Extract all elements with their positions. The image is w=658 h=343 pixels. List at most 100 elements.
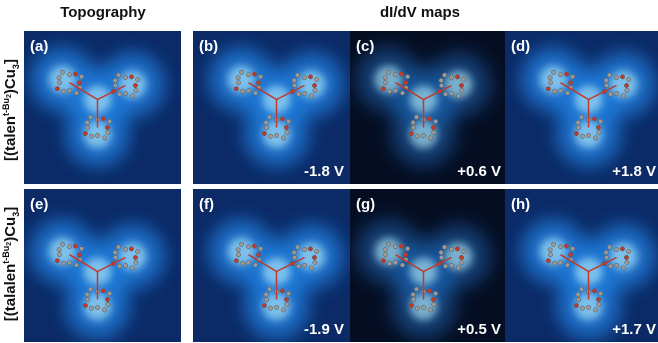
atom xyxy=(313,88,317,92)
atom xyxy=(409,131,413,135)
figure: Topography dI/dV maps [(talent-Bu2)Cu3] … xyxy=(0,0,658,343)
atom xyxy=(256,81,260,85)
atom xyxy=(565,91,569,95)
atom xyxy=(411,292,415,296)
atom xyxy=(604,250,608,254)
atom xyxy=(61,261,65,265)
atom xyxy=(443,92,447,96)
panel: (g)+0.5 V xyxy=(350,189,507,342)
atom xyxy=(292,78,296,82)
atom xyxy=(405,247,409,251)
atom xyxy=(240,261,244,265)
atom xyxy=(414,115,418,119)
atom xyxy=(386,70,390,74)
atom xyxy=(262,303,266,307)
atom xyxy=(459,83,463,87)
atom xyxy=(55,259,59,263)
atom xyxy=(393,261,397,265)
atom xyxy=(598,291,602,295)
atom xyxy=(383,253,387,257)
atom xyxy=(626,249,630,253)
panel-letter: (d) xyxy=(511,38,530,55)
atom xyxy=(564,72,568,76)
atom xyxy=(106,130,110,134)
atom xyxy=(442,73,446,77)
atom xyxy=(83,131,87,135)
atom xyxy=(292,83,296,87)
atom xyxy=(570,247,574,251)
atom xyxy=(264,120,268,124)
atom xyxy=(267,287,271,291)
atom xyxy=(89,306,93,310)
atom xyxy=(604,83,608,87)
atom xyxy=(626,77,630,81)
atom xyxy=(102,136,106,140)
atom xyxy=(234,259,238,263)
atom xyxy=(593,308,597,312)
panel-voltage: +1.8 V xyxy=(612,163,656,180)
atom xyxy=(421,133,425,137)
atom xyxy=(597,302,601,306)
panel-letter: (a) xyxy=(30,38,48,55)
atom xyxy=(264,297,268,301)
atom xyxy=(551,242,555,246)
atom xyxy=(77,253,81,257)
atom xyxy=(286,291,290,295)
atom xyxy=(460,88,464,92)
atom xyxy=(624,255,628,259)
atom xyxy=(113,255,117,259)
atom xyxy=(428,308,432,312)
atom xyxy=(387,261,391,265)
atom xyxy=(393,73,397,77)
atom xyxy=(558,73,562,77)
atom xyxy=(264,125,268,129)
atom xyxy=(620,247,624,251)
atom xyxy=(415,306,419,310)
panel: (h)+1.7 V xyxy=(505,189,658,342)
row-label: [(talalent-Bu2)Cu3] xyxy=(1,207,21,321)
atom xyxy=(57,253,61,257)
atom xyxy=(246,73,250,77)
atom xyxy=(57,81,61,85)
atom xyxy=(313,260,317,264)
atom xyxy=(579,115,583,119)
atom xyxy=(57,76,61,80)
atom xyxy=(607,73,611,77)
atom xyxy=(421,305,425,309)
row-label-part: ] xyxy=(2,59,19,64)
atom xyxy=(314,249,318,253)
header-maps: dI/dV maps xyxy=(380,4,460,21)
panel-letter: (b) xyxy=(199,38,218,55)
atom xyxy=(383,248,387,252)
atom xyxy=(95,133,99,137)
row-label-sup: t-Bu xyxy=(1,98,11,116)
atom xyxy=(580,306,584,310)
atom xyxy=(403,81,407,85)
panel: (c)+0.6 V xyxy=(350,31,507,184)
atom xyxy=(608,92,612,96)
atom xyxy=(624,83,628,87)
atom xyxy=(67,245,71,249)
panel-voltage: +0.6 V xyxy=(457,163,501,180)
atom xyxy=(607,245,611,249)
atom xyxy=(105,125,109,129)
atom xyxy=(116,73,120,77)
atom xyxy=(101,289,105,293)
atom xyxy=(597,130,601,134)
panel-letter: (h) xyxy=(511,196,530,213)
atom xyxy=(264,292,268,296)
atom xyxy=(258,75,262,79)
atom xyxy=(439,255,443,259)
row-label-part: ] xyxy=(2,207,19,212)
atom xyxy=(236,81,240,85)
atom xyxy=(459,255,463,259)
atom xyxy=(387,89,391,93)
atom xyxy=(405,75,409,79)
atom xyxy=(400,91,404,95)
atom xyxy=(456,94,460,98)
panel-letter: (g) xyxy=(356,196,375,213)
atom xyxy=(236,253,240,257)
atom xyxy=(133,255,137,259)
atom xyxy=(576,297,580,301)
atom xyxy=(102,308,106,312)
